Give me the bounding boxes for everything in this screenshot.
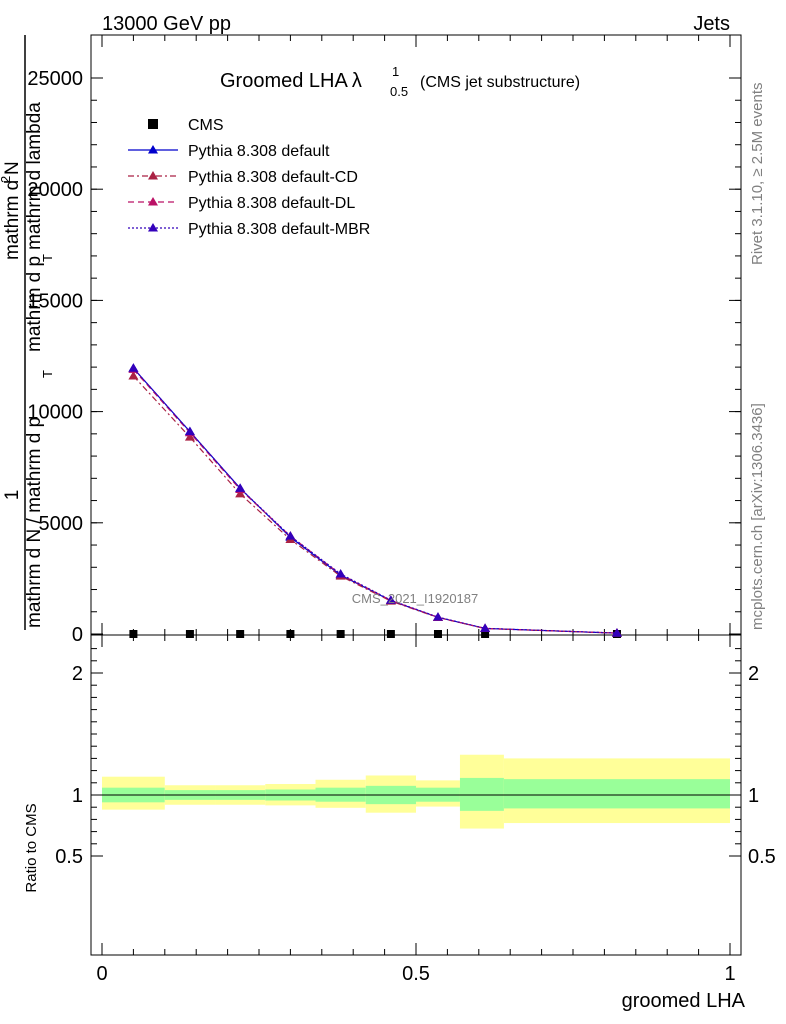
ratio-bands — [102, 754, 730, 829]
y-label-num-sup: 2 — [0, 176, 13, 183]
legend: CMS Pythia 8.308 default Pythia 8.308 defa… — [128, 117, 370, 238]
series-marker — [480, 623, 491, 632]
series-marker — [432, 612, 443, 621]
main-axis-ticks: 0 5000 10000 15000 20000 25000 — [27, 35, 741, 646]
y-label-num-n: N — [2, 161, 23, 175]
chart-title-suffix: (CMS jet substructure) — [420, 74, 580, 91]
y-tick-label: 0 — [72, 624, 83, 646]
x-axis-label: groomed LHA — [622, 990, 746, 1012]
y-label-one: 1 — [2, 490, 23, 501]
cms-data-point — [481, 630, 490, 638]
analysis-watermark: CMS_2021_I1920187 — [352, 591, 479, 606]
y-label-num: mathrm d — [2, 180, 23, 260]
ratio-y-tick-label-right: 1 — [748, 785, 759, 807]
ratio-y-label: Ratio to CMS — [23, 803, 40, 892]
rivet-label: Rivet 3.1.10, ≥ 2.5M events — [749, 83, 766, 266]
series-marker — [611, 628, 622, 637]
chart-title-sub: 0.5 — [390, 84, 408, 99]
y-label-den-lambda: mathrm d lambda — [24, 102, 45, 250]
ratio-y-tick-label: 1 — [72, 785, 83, 807]
ratio-band-inner — [503, 779, 730, 809]
y-label-den: mathrm d p — [24, 256, 45, 352]
legend-marker — [148, 145, 158, 154]
main-series — [128, 363, 622, 638]
legend-label: Pythia 8.308 default-MBR — [188, 221, 370, 238]
ratio-y-tick-label-right: 0.5 — [748, 846, 776, 868]
series-marker — [128, 363, 139, 372]
cms-data-point — [236, 630, 245, 638]
cms-data-point — [185, 630, 194, 638]
series-marker — [235, 483, 246, 492]
y-tick-label: 25000 — [27, 68, 83, 90]
y-tick-label: 15000 — [27, 290, 83, 312]
series-marker — [184, 432, 195, 441]
chart-title: Groomed LHA λ — [220, 70, 362, 92]
series-marker — [235, 488, 246, 498]
y-tick-label: 20000 — [27, 179, 83, 201]
cms-data-point — [129, 630, 138, 638]
mcplots-label: mcplots.cern.ch [arXiv:1306.3436] — [749, 403, 766, 630]
cms-data-point — [433, 630, 442, 638]
cms-data-point — [386, 630, 395, 638]
series-marker — [285, 531, 296, 540]
series-marker — [184, 426, 195, 436]
energy-label: 13000 GeV pp — [102, 13, 231, 35]
series-marker — [335, 568, 346, 578]
y-tick-label: 5000 — [39, 513, 84, 535]
ratio-axis-ticks: 0.5 0.5 1 1 2 2 0 0.5 1 — [55, 635, 776, 985]
chart-title-lambda: λ — [352, 70, 362, 92]
legend-marker — [148, 171, 158, 180]
series-marker — [128, 371, 139, 380]
main-y-label: 1 mathrm d N / mathrm d p T mathrm d 2 N… — [0, 35, 55, 630]
chart-title-main: Groomed LHA — [220, 70, 348, 92]
legend-marker-cms — [148, 119, 158, 129]
ratio-y-tick-label: 0.5 — [55, 846, 83, 868]
legend-marker — [148, 197, 158, 206]
x-tick-label: 0 — [96, 963, 107, 985]
y-tick-label: 10000 — [27, 402, 83, 424]
x-tick-label: 0.5 — [402, 963, 430, 985]
legend-label: CMS — [188, 117, 224, 134]
legend-label: Pythia 8.308 default-DL — [188, 195, 355, 212]
legend-label: Pythia 8.308 default — [188, 143, 330, 160]
legend-marker — [148, 223, 158, 232]
ratio-y-tick-label-right: 2 — [748, 663, 759, 685]
series-marker — [385, 595, 396, 604]
legend-label: Pythia 8.308 default-CD — [188, 169, 358, 186]
ratio-band-inner — [459, 777, 504, 811]
cms-data-point — [336, 630, 345, 638]
x-tick-label: 1 — [724, 963, 735, 985]
ratio-y-tick-label: 2 — [72, 663, 83, 685]
y-label-den-t: T — [40, 254, 55, 262]
y-label-left-t: T — [40, 370, 55, 378]
cms-data-point — [286, 630, 295, 638]
y-label-left-den: mathrm d N / mathrm d p — [24, 417, 45, 628]
chart-title-sup: 1 — [392, 64, 399, 79]
jets-label: Jets — [693, 13, 730, 35]
